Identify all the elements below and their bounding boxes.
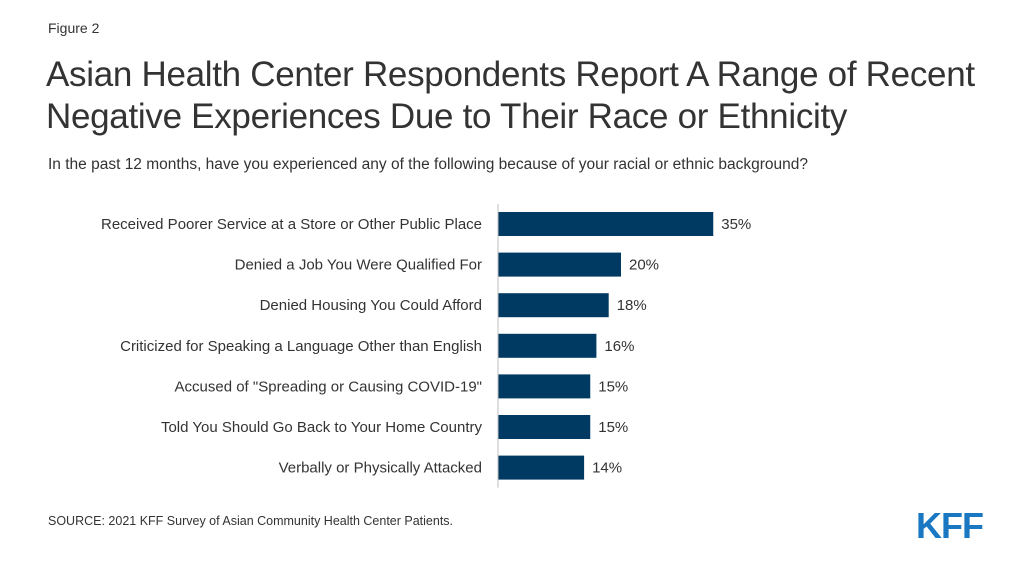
data-label: 14%: [592, 460, 622, 477]
bar: [498, 374, 591, 399]
category-label: Denied a Job You Were Qualified For: [235, 257, 482, 274]
bar-chart: Received Poorer Service at a Store or Ot…: [101, 204, 751, 488]
category-label: Told You Should Go Back to Your Home Cou…: [161, 419, 483, 436]
data-label: 15%: [598, 378, 628, 395]
kff-logo: KFF: [916, 505, 984, 546]
category-label: Denied Housing You Could Afford: [260, 297, 482, 314]
bar: [498, 252, 621, 277]
category-label: Verbally or Physically Attacked: [279, 460, 482, 477]
source-note: SOURCE: 2021 KFF Survey of Asian Communi…: [48, 514, 454, 528]
chart-subtitle: In the past 12 months, have you experien…: [48, 156, 808, 173]
bar: [498, 293, 609, 318]
data-label: 18%: [617, 297, 647, 314]
bar: [498, 455, 585, 480]
bar: [498, 415, 591, 439]
data-label: 16%: [604, 338, 634, 355]
category-label: Criticized for Speaking a Language Other…: [120, 338, 482, 355]
category-label: Accused of "Spreading or Causing COVID-1…: [175, 378, 482, 395]
bar: [498, 212, 714, 236]
data-label: 15%: [598, 419, 628, 436]
data-label: 20%: [629, 257, 659, 274]
data-label: 35%: [721, 216, 751, 233]
figure-label: Figure 2: [48, 20, 100, 36]
category-label: Received Poorer Service at a Store or Ot…: [101, 216, 482, 233]
chart-title: Asian Health Center Respondents Report A…: [46, 55, 975, 136]
bar: [498, 333, 597, 358]
